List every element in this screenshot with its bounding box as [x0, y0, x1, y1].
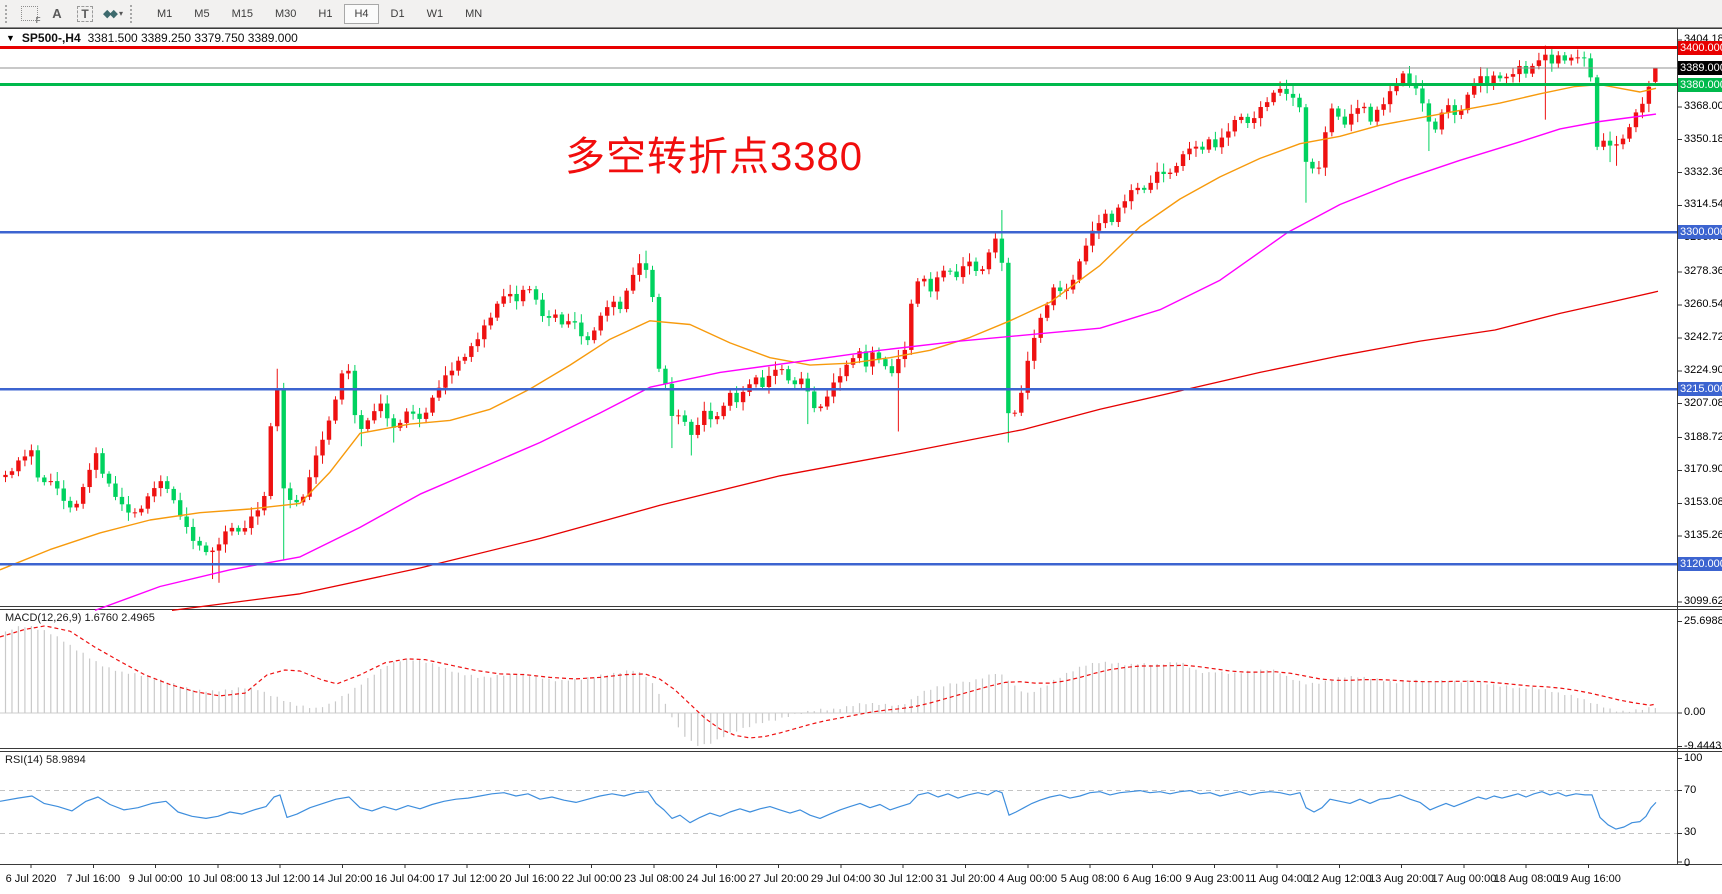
horizontal-lines-layer[interactable] [0, 46, 1677, 566]
macd-main-value: 1.6760 [84, 612, 119, 624]
panel-borders [0, 28, 1722, 865]
chart-frame-tool-button[interactable]: F [17, 3, 41, 25]
toolbar-drag-handle[interactable] [5, 4, 10, 23]
timeframe-button-M1[interactable]: M1 [157, 7, 173, 20]
price-tick-label: 3207.080 [1684, 396, 1722, 409]
macd-signal-value: 2.4965 [121, 612, 155, 624]
timeframe-button-M5[interactable]: M5 [194, 7, 210, 20]
price-tick-label: 3135.260 [1684, 529, 1722, 542]
date-label: 14 Jul 20:00 [312, 873, 373, 885]
candles-layer [3, 45, 1658, 583]
date-label: 5 Aug 08:00 [1060, 873, 1120, 885]
price-tick-label: 3332.360 [1684, 165, 1722, 178]
date-label: 19 Aug 16:00 [1556, 873, 1621, 885]
timeframe-button-MN[interactable]: MN [465, 7, 483, 20]
date-label: 9 Jul 00:00 [128, 873, 183, 885]
macd-label: MACD(12,26,9) 1.6760 2.4965 [5, 612, 155, 624]
drawing-tools-group: F A T ◆◆ ▾ [17, 3, 125, 25]
date-label: 9 Aug 23:00 [1185, 873, 1245, 885]
price-tick-label: 3350.180 [1684, 132, 1722, 145]
ma-mid-magenta [94, 113, 1657, 612]
date-label: 6 Jul 2020 [5, 873, 57, 885]
price-tick-label: 3278.360 [1684, 265, 1722, 278]
date-label: 17 Jul 12:00 [437, 873, 498, 885]
arrow-objects-tool-icon: ◆◆ [103, 8, 118, 20]
date-label: 24 Jul 16:00 [686, 873, 747, 885]
date-label: 27 Jul 20:00 [748, 873, 809, 885]
text-box-tool-icon: T [77, 5, 93, 22]
macd-layer [0, 625, 1677, 746]
rsi-tick-label: 100 [1684, 752, 1703, 764]
macd-tick-label: 0.00 [1684, 706, 1706, 718]
price-tick-label: 3314.540 [1684, 198, 1722, 211]
toolbar: F A T ◆◆ ▾ M1 M5 M15 M30 H1 H4 D1 W1 MN [0, 0, 1722, 28]
date-label: 16 Jul 04:00 [374, 873, 435, 885]
date-label: 10 Jul 08:00 [187, 873, 248, 885]
dropdown-caret-icon: ▾ [118, 9, 123, 18]
price-tick-label: 3368.000 [1684, 99, 1722, 112]
date-label: 13 Jul 12:00 [250, 873, 311, 885]
timeframe-button-H4[interactable]: H4 [344, 3, 379, 24]
price-tick-label: 3224.900 [1684, 363, 1722, 376]
chart-title: ▼ SP500-,H4 3381.500 3389.250 3379.750 3… [6, 31, 298, 45]
date-label: 31 Jul 20:00 [935, 873, 996, 885]
rsi-layer [0, 789, 1677, 834]
price-badge-3300.000: 3300.000 [1678, 225, 1722, 240]
text-box-tool-button[interactable]: T [73, 3, 97, 25]
rsi-tick-label: 30 [1684, 826, 1697, 839]
price-tick-label: 3099.620 [1684, 594, 1722, 607]
timeframe-button-M15[interactable]: M15 [231, 7, 253, 20]
date-label: 29 Jul 04:00 [810, 873, 871, 885]
timeframe-button-H1[interactable]: H1 [318, 7, 333, 20]
date-label: 11 Aug 04:00 [1244, 873, 1310, 885]
price-badge-3380.000: 3380.000 [1678, 77, 1722, 92]
date-label: 4 Aug 00:00 [998, 873, 1058, 885]
price-tick-label: 3170.900 [1684, 463, 1722, 476]
rsi-tick-label: 70 [1684, 783, 1697, 796]
price-badge-3389.000: 3389.000 [1678, 61, 1722, 75]
collapse-caret-icon[interactable]: ▼ [6, 33, 15, 43]
moving-averages-layer [0, 83, 1659, 612]
date-label: 18 Aug 08:00 [1493, 873, 1559, 885]
ma-fast-orange [0, 83, 1657, 571]
text-label-tool-button[interactable]: A [52, 6, 62, 21]
price-tick-label: 3242.720 [1684, 330, 1722, 343]
annotation-text[interactable]: 多空转折点3380 [565, 135, 863, 179]
timeframe-button-D1[interactable]: D1 [390, 7, 405, 20]
timeframe-drag-handle[interactable] [130, 4, 135, 23]
timeframe-button-M30[interactable]: M30 [274, 7, 297, 20]
price-badge-3120.000: 3120.000 [1678, 557, 1722, 572]
macd-tick-label: -9.4443 [1684, 739, 1722, 752]
date-label: 6 Aug 16:00 [1123, 873, 1182, 885]
timeframe-button-W1[interactable]: W1 [426, 7, 444, 20]
rsi-value: 58.9894 [45, 754, 86, 766]
date-label: 7 Jul 16:00 [66, 873, 121, 885]
arrow-objects-tool-button[interactable]: ◆◆ ▾ [101, 3, 125, 25]
date-label: 23 Jul 08:00 [624, 873, 684, 885]
axis-ticks [30, 39, 1682, 868]
price-tick-label: 3153.080 [1684, 496, 1722, 509]
chart-frame-tool-icon: F [20, 6, 41, 25]
rsi-title: RSI(14) [5, 754, 43, 766]
price-badge-3215.000: 3215.000 [1678, 382, 1722, 397]
macd-tick-label: 25.6988 [1684, 614, 1722, 627]
date-label: 20 Jul 16:00 [499, 873, 560, 885]
date-label: 30 Jul 12:00 [873, 873, 934, 885]
date-label: 22 Jul 00:00 [561, 873, 622, 885]
symbol-timeframe-label: SP500-,H4 [21, 31, 81, 45]
rsi-tick-label: 0 [1684, 857, 1691, 869]
rsi-label: RSI(14) 58.9894 [5, 754, 86, 766]
ma-slow-red [171, 290, 1659, 612]
price-tick-label: 3188.720 [1684, 430, 1722, 443]
price-tick-label: 3260.540 [1684, 298, 1722, 311]
date-label: 17 Aug 00:00 [1431, 873, 1497, 885]
macd-title: MACD(12,26,9) [5, 612, 82, 624]
timeframe-group: M1 M5 M15 M30 H1 H4 D1 W1 MN [146, 3, 493, 24]
date-label: 12 Aug 12:00 [1306, 873, 1372, 885]
ohlc-values: 3381.500 3389.250 3379.750 3389.000 [87, 31, 298, 45]
price-badge-3400.000: 3400.000 [1678, 40, 1722, 55]
date-label: 13 Aug 20:00 [1369, 873, 1435, 885]
